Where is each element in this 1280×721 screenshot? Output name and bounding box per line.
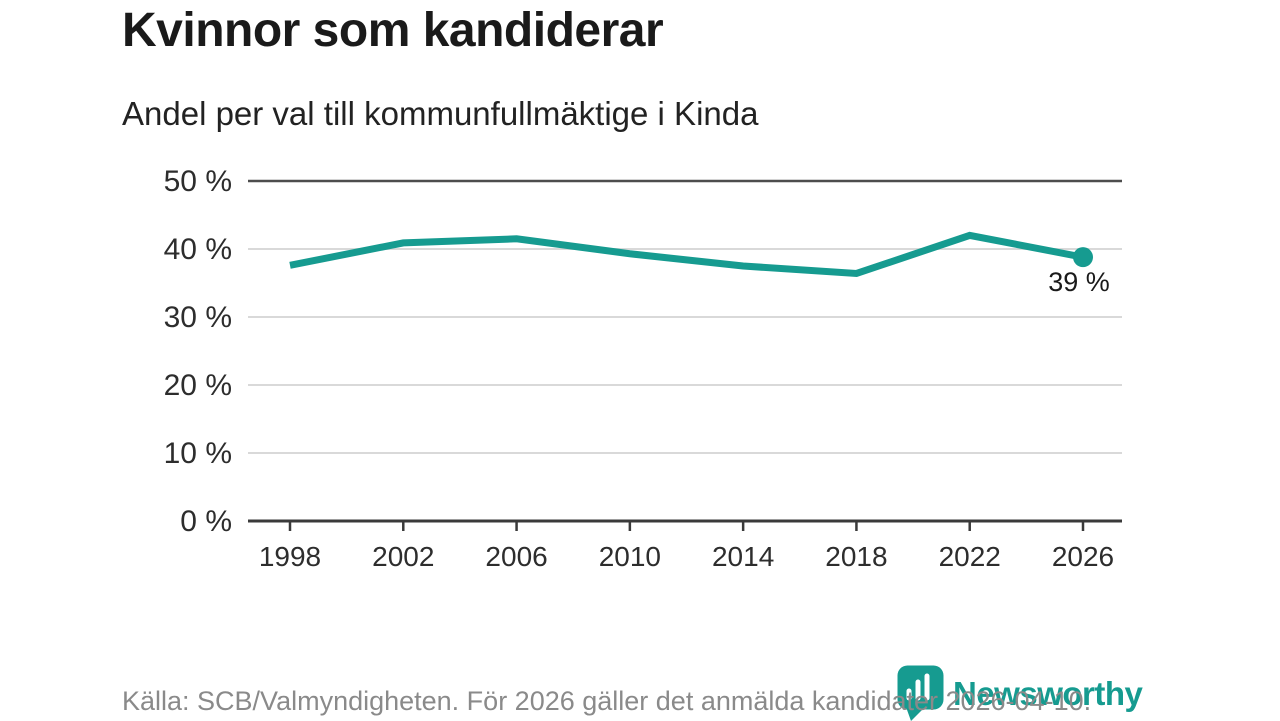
end-point-dot <box>1073 247 1093 268</box>
y-tick-label: 10 % <box>164 437 232 470</box>
newsworthy-icon <box>897 665 944 721</box>
y-tick-label: 20 % <box>164 369 232 402</box>
source-note: Källa: SCB/Valmyndigheten. För 2026 gäll… <box>122 686 1092 716</box>
y-tick-label: 30 % <box>164 301 232 334</box>
x-tick-label: 2010 <box>599 541 661 572</box>
x-tick-label: 2006 <box>485 541 547 572</box>
line-chart: 0 % 10 % 20 % 30 % 40 % 50 % 1998 2002 2006 2010 2… <box>164 165 1122 572</box>
y-tick-label: 50 % <box>164 165 232 198</box>
chart-subtitle: Andel per val till kommunfullmäktige i K… <box>122 95 759 132</box>
newsworthy-wordmark: Newsworthy <box>953 675 1143 712</box>
x-tick-label: 2026 <box>1052 541 1114 572</box>
newsworthy-logo: Newsworthy <box>897 665 1143 721</box>
x-tick-label: 1998 <box>259 541 321 572</box>
end-point-label: 39 % <box>1048 267 1110 297</box>
y-tick-label: 40 % <box>164 233 232 266</box>
y-tick-label: 0 % <box>180 505 232 538</box>
x-tick-label: 2002 <box>372 541 434 572</box>
x-tick-label: 2014 <box>712 541 774 572</box>
chart-title: Kvinnor som kandiderar <box>122 4 664 57</box>
x-tick-label: 2022 <box>939 541 1001 572</box>
x-tick-label: 2018 <box>825 541 887 572</box>
data-line <box>289 231 1084 278</box>
